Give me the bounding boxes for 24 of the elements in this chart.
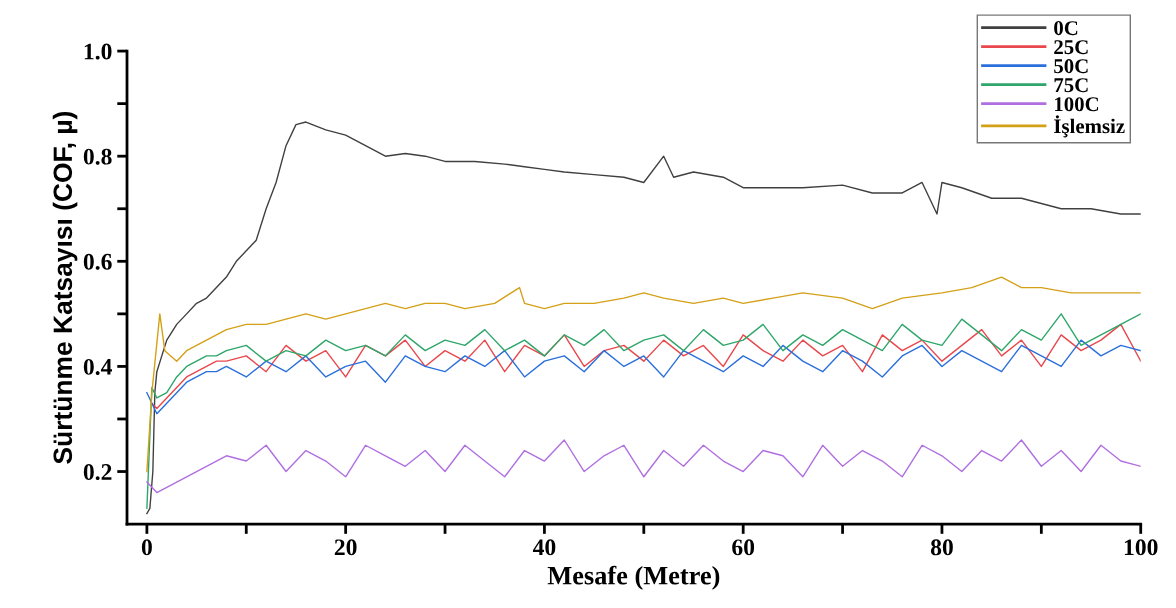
y-tick-label: 0.8 bbox=[83, 148, 112, 165]
line-series bbox=[146, 339, 1141, 415]
line-series bbox=[151, 323, 1141, 410]
y-tick-label: 0.4 bbox=[83, 358, 112, 375]
legend-label: 50C bbox=[1054, 59, 1088, 74]
legend-label: 0C bbox=[1054, 21, 1078, 36]
x-tick-label: 80 bbox=[930, 539, 953, 556]
line-series bbox=[146, 439, 1141, 494]
x-tick-label: 20 bbox=[334, 539, 357, 556]
y-tick-label: 1.0 bbox=[84, 43, 112, 60]
x-tick-label: 40 bbox=[532, 539, 556, 556]
y-axis-title: Sürtünme Katsayısı (COF, µ) bbox=[52, 111, 78, 464]
line-series bbox=[146, 276, 1141, 473]
legend-label: İşlemsiz bbox=[1054, 115, 1125, 138]
x-axis-title: Mesafe (Metre) bbox=[547, 565, 720, 590]
y-tick-label: 0.6 bbox=[83, 253, 112, 270]
legend-label: 25C bbox=[1054, 40, 1088, 55]
legend-label: 75C bbox=[1054, 78, 1088, 93]
x-tick-label: 0 bbox=[141, 539, 152, 556]
line-series bbox=[146, 313, 1141, 510]
x-tick-label: 100 bbox=[1124, 539, 1158, 556]
legend-label: 100C bbox=[1055, 97, 1099, 112]
y-tick-label: 0.2 bbox=[83, 464, 112, 481]
x-tick-label: 60 bbox=[732, 539, 755, 556]
